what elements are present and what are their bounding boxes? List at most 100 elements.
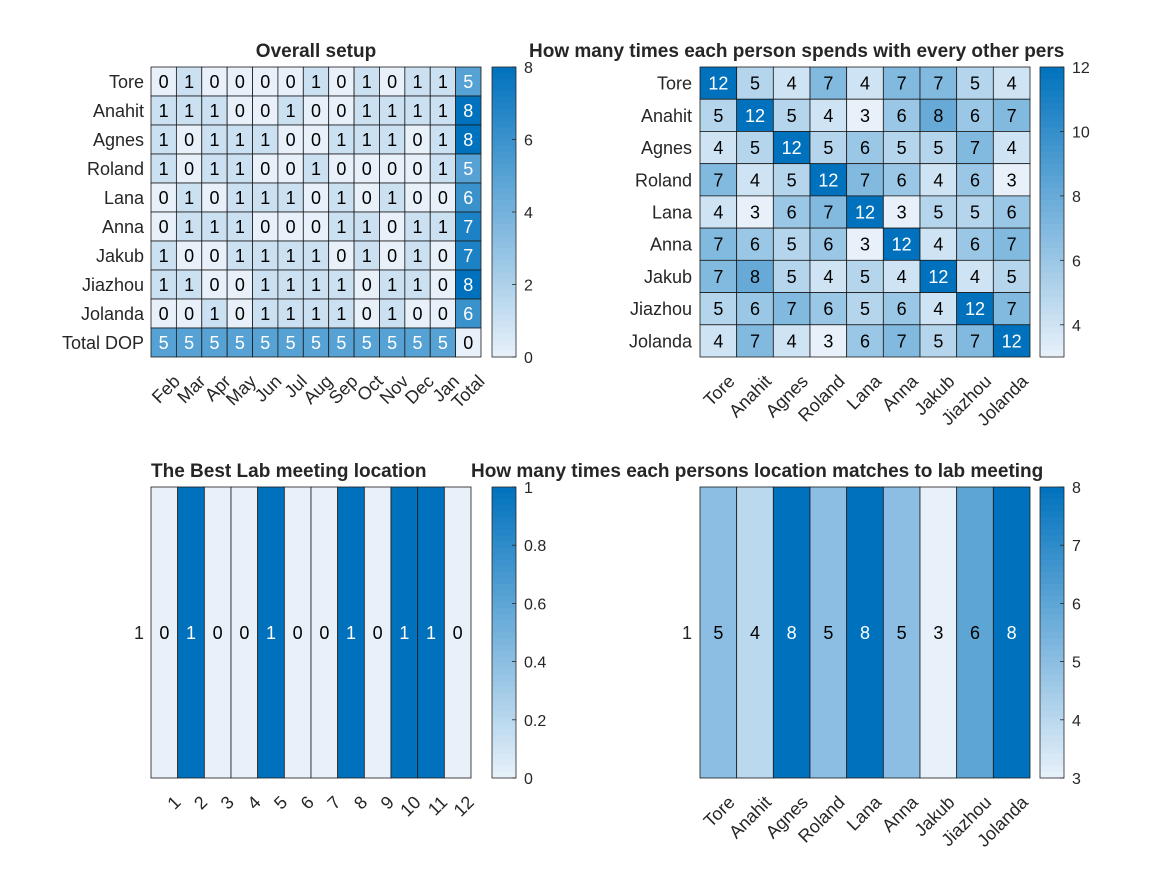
heatmap-cell <box>201 211 228 242</box>
colorbar-segment <box>492 218 516 225</box>
colorbar-segment <box>492 290 516 298</box>
colorbar-segment <box>1040 212 1064 219</box>
heatmap-cell <box>404 298 431 329</box>
heatmap-cell <box>699 259 738 293</box>
cell-value-label: 0 <box>286 217 296 237</box>
cell-value-label: 4 <box>750 623 760 643</box>
cell-value-label: 1 <box>209 130 219 150</box>
heatmap-cell <box>809 259 848 293</box>
cell-value-label: 1 <box>286 275 296 295</box>
heatmap-cell <box>226 240 253 271</box>
cell-value-label: 5 <box>159 333 169 353</box>
colorbar-segment <box>492 499 516 506</box>
heatmap-cell <box>150 298 177 329</box>
colorbar-tick-label: 4 <box>1072 318 1081 335</box>
colorbar-segment <box>1040 644 1064 652</box>
cell-value-label: 1 <box>184 275 194 295</box>
cell-value-label: 5 <box>787 235 797 255</box>
heatmap-cell <box>201 182 228 213</box>
cell-value-label: 5 <box>713 299 723 319</box>
heatmap-cell <box>353 327 380 358</box>
colorbar-segment <box>492 127 516 135</box>
y-tick-label: Roland <box>635 170 692 190</box>
colorbar-segment <box>1040 193 1064 201</box>
colorbar-segment <box>492 302 516 310</box>
colorbar-segment <box>1040 224 1064 231</box>
colorbar-segment <box>492 523 516 531</box>
heatmap-cell <box>404 269 431 300</box>
colorbar-segment <box>1040 332 1064 340</box>
heatmap-cell <box>150 95 177 126</box>
cell-value-label: 0 <box>336 72 346 92</box>
colorbar-segment <box>1040 218 1064 225</box>
x-tick-label: Lana <box>843 370 886 413</box>
cell-value-label: 5 <box>1007 267 1017 287</box>
cell-value-label: 5 <box>286 333 296 353</box>
colorbar-segment <box>1040 493 1064 500</box>
cell-value-label: 1 <box>362 130 372 150</box>
heatmap-cell <box>252 124 279 155</box>
cell-value-label: 0 <box>260 72 270 92</box>
colorbar-segment <box>492 735 516 743</box>
cell-value-label: 4 <box>823 267 833 287</box>
colorbar-segment <box>492 272 516 280</box>
colorbar-segment <box>1040 73 1064 80</box>
heatmap-cell <box>363 486 392 779</box>
heatmap-cell <box>328 269 355 300</box>
colorbar-segment <box>492 187 516 195</box>
cell-value-label: 0 <box>311 217 321 237</box>
heatmap-cell <box>404 124 431 155</box>
cell-value-label: 0 <box>413 159 423 179</box>
colorbar-segment <box>492 103 516 110</box>
cell-value-label: 1 <box>399 623 409 643</box>
heatmap-cell <box>956 486 994 779</box>
colorbar-segment <box>492 296 516 304</box>
colorbar-segment <box>1040 693 1064 700</box>
cell-value-label: 0 <box>373 623 383 643</box>
cell-value-label: 8 <box>860 623 870 643</box>
cell-value-label: 0 <box>286 159 296 179</box>
cell-value-label: 1 <box>260 188 270 208</box>
colorbar-segment <box>1040 614 1064 621</box>
colorbar-tick-label: 4 <box>524 205 533 222</box>
cell-value-label: 0 <box>159 304 169 324</box>
cell-value-label: 0 <box>159 72 169 92</box>
cell-value-label: 1 <box>346 623 356 643</box>
colorbar-segment <box>1040 260 1064 267</box>
colorbar-segment <box>1040 278 1064 286</box>
cell-value-label: 1 <box>311 72 321 92</box>
heatmap-cell <box>809 486 848 779</box>
heatmap-cell <box>302 240 330 271</box>
heatmap-cell <box>257 486 285 779</box>
cell-value-label: 0 <box>438 188 448 208</box>
y-tick-label: Tore <box>657 74 692 94</box>
colorbar-segment <box>1040 67 1064 74</box>
cell-value-label: 1 <box>362 217 372 237</box>
cell-value-label: 1 <box>235 217 245 237</box>
heatmap-cell <box>992 292 1031 326</box>
heatmap-cell <box>201 124 228 155</box>
colorbar-segment <box>1040 565 1064 573</box>
cell-value-label: 8 <box>933 106 943 126</box>
colorbar-segment <box>492 541 516 549</box>
cell-value-label: 5 <box>860 267 870 287</box>
heatmap-cell <box>150 182 177 213</box>
colorbar-segment <box>1040 741 1064 749</box>
cell-value-label: 0 <box>438 304 448 324</box>
heatmap-cell <box>992 486 1031 779</box>
colorbar-frame <box>491 486 517 779</box>
heatmap-cell <box>956 292 994 326</box>
colorbar-segment <box>492 332 516 340</box>
cell-value-label: 4 <box>970 267 980 287</box>
cell-value-label: 5 <box>713 106 723 126</box>
cell-value-label: 1 <box>159 101 169 121</box>
cell-value-label: 1 <box>387 304 397 324</box>
colorbar-segment <box>492 602 516 609</box>
heatmap-cell <box>390 486 419 779</box>
cell-value-label: 0 <box>286 72 296 92</box>
cell-value-label: 0 <box>260 101 270 121</box>
cell-value-label: 1 <box>387 130 397 150</box>
heatmap-cell <box>455 269 482 300</box>
cell-value-label: 0 <box>319 623 329 643</box>
colorbar-segment <box>1040 499 1064 506</box>
